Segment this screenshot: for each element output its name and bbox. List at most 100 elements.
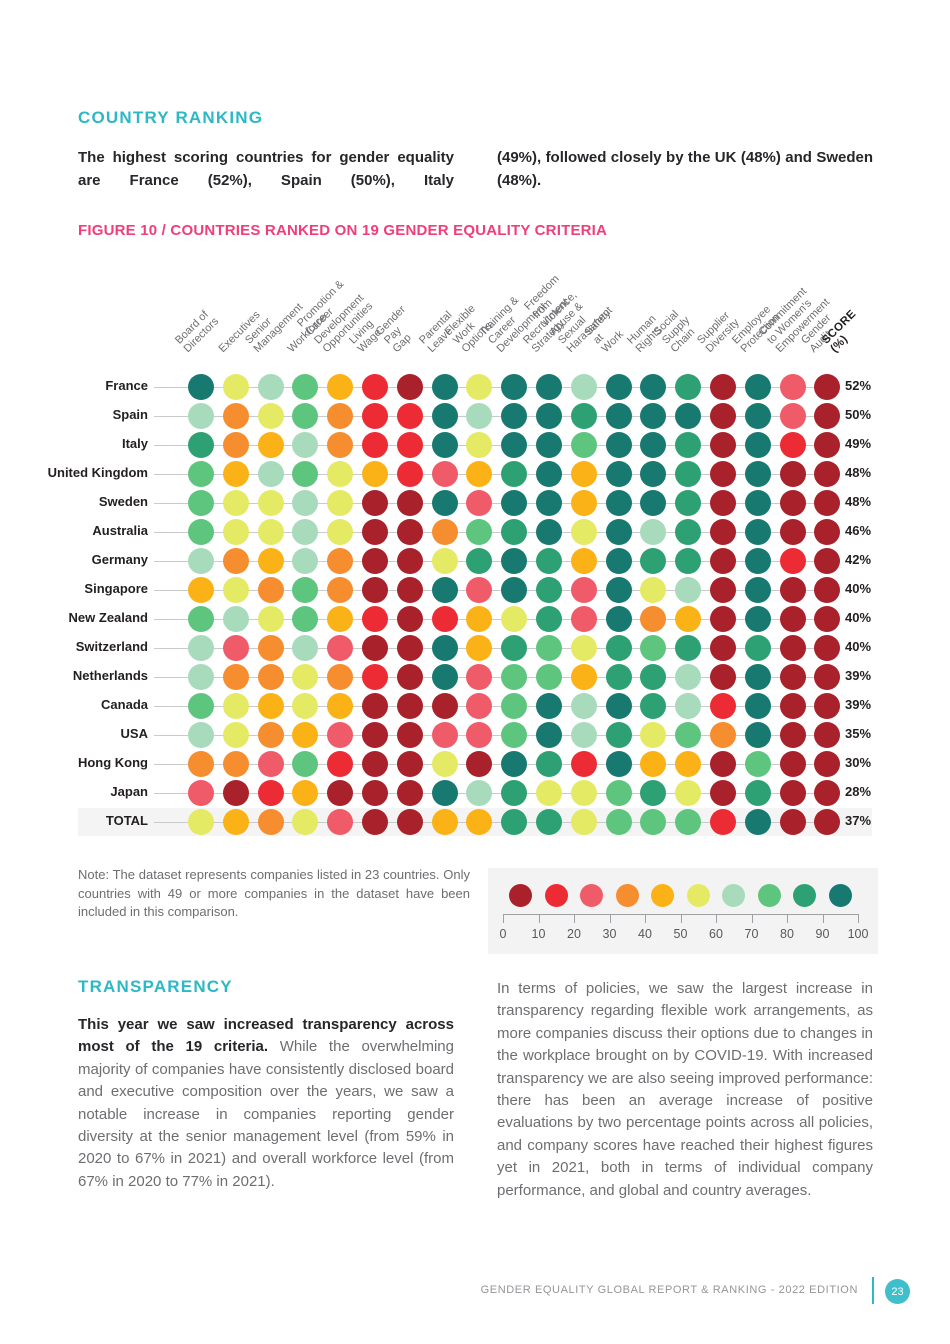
row-line — [154, 474, 840, 475]
matrix-dot — [292, 374, 319, 400]
row-line — [154, 532, 840, 533]
legend-axis-tick-label: 20 — [567, 927, 581, 941]
matrix-dot — [431, 548, 458, 574]
matrix-dot — [292, 809, 319, 835]
matrix-dot — [605, 490, 632, 516]
country-label: Italy — [121, 436, 148, 451]
matrix-dot — [710, 577, 736, 603]
matrix-dot — [501, 664, 528, 690]
matrix-dot — [710, 432, 736, 458]
matrix-dot — [222, 403, 249, 429]
matrix-dot — [675, 693, 702, 719]
matrix-dot — [779, 809, 806, 835]
matrix-dot — [222, 374, 249, 400]
matrix-dot — [536, 751, 562, 777]
matrix-dot — [536, 722, 562, 748]
matrix-dot — [605, 606, 632, 632]
matrix-dot — [744, 374, 771, 400]
matrix-dot — [396, 606, 423, 632]
matrix-dot — [362, 693, 388, 719]
matrix-dot — [222, 490, 249, 516]
matrix-dot — [396, 664, 423, 690]
matrix-dot — [327, 635, 354, 661]
matrix-dot — [327, 490, 354, 516]
matrix-dot — [466, 374, 493, 400]
country-label: Japan — [110, 784, 148, 799]
matrix-dot — [431, 461, 458, 487]
matrix-dot — [501, 374, 528, 400]
matrix-dot — [188, 461, 214, 487]
matrix-dot — [675, 432, 702, 458]
score-label: 28% — [845, 784, 872, 799]
matrix-dot — [744, 809, 771, 835]
matrix-dot — [744, 461, 771, 487]
matrix-dot — [396, 548, 423, 574]
matrix-dot — [570, 664, 597, 690]
matrix-dot — [710, 722, 736, 748]
matrix-dot — [605, 751, 632, 777]
row-line — [154, 590, 840, 591]
matrix-dot — [710, 693, 736, 719]
matrix-dot — [675, 664, 702, 690]
matrix-dot — [710, 809, 736, 835]
matrix-dot — [466, 664, 493, 690]
matrix-dot — [744, 403, 771, 429]
matrix-dot — [327, 403, 354, 429]
matrix-dot — [640, 780, 667, 806]
legend-axis-tick — [680, 914, 682, 923]
matrix-dot — [466, 461, 493, 487]
figure-note: Note: The dataset represents companies l… — [78, 867, 470, 919]
matrix-dot — [744, 722, 771, 748]
legend-dot — [686, 884, 710, 907]
matrix-dot — [640, 635, 667, 661]
matrix-dot — [292, 780, 319, 806]
legend-dot — [828, 884, 852, 907]
legend-axis-tick-label: 30 — [602, 927, 617, 941]
country-label: Netherlands — [72, 668, 148, 683]
matrix-dot — [466, 606, 493, 632]
matrix-dot — [431, 403, 458, 429]
matrix-dot — [396, 461, 423, 487]
matrix-dot — [396, 374, 423, 400]
matrix-dot — [501, 461, 528, 487]
score-label: 49% — [845, 436, 872, 451]
matrix-dot — [501, 780, 528, 806]
matrix-dot — [675, 606, 702, 632]
country-label: Spain — [112, 407, 148, 422]
matrix-dot — [536, 432, 562, 458]
matrix-dot — [675, 548, 702, 574]
legend-dot — [580, 884, 604, 907]
matrix-dot — [362, 780, 388, 806]
legend-dot — [615, 884, 639, 907]
row-line — [154, 619, 840, 620]
column-header-label: Board of Directors — [173, 308, 222, 355]
matrix-dot — [501, 751, 528, 777]
matrix-dot — [188, 432, 214, 458]
score-label: 48% — [845, 465, 872, 480]
matrix-dot — [744, 577, 771, 603]
row-line — [154, 822, 840, 823]
matrix-dot — [188, 403, 214, 429]
matrix-dot — [222, 809, 249, 835]
matrix-dot — [257, 403, 284, 429]
matrix-dot — [779, 461, 806, 487]
matrix-dot — [396, 403, 423, 429]
matrix-dot — [536, 809, 562, 835]
country-label: Australia — [92, 523, 148, 538]
matrix-dot — [814, 693, 841, 719]
matrix-dot — [292, 606, 319, 632]
matrix-dot — [362, 751, 388, 777]
matrix-dot — [188, 722, 214, 748]
matrix-dot — [640, 519, 667, 545]
matrix-dot — [779, 577, 806, 603]
matrix-dot — [779, 432, 806, 458]
matrix-dot — [744, 751, 771, 777]
matrix-dot — [362, 809, 388, 835]
matrix-dot — [362, 577, 388, 603]
matrix-dot — [292, 490, 319, 516]
matrix-dot — [501, 693, 528, 719]
matrix-dot — [188, 693, 214, 719]
matrix-dot — [779, 490, 806, 516]
matrix-dot — [292, 751, 319, 777]
matrix-dot — [327, 751, 354, 777]
